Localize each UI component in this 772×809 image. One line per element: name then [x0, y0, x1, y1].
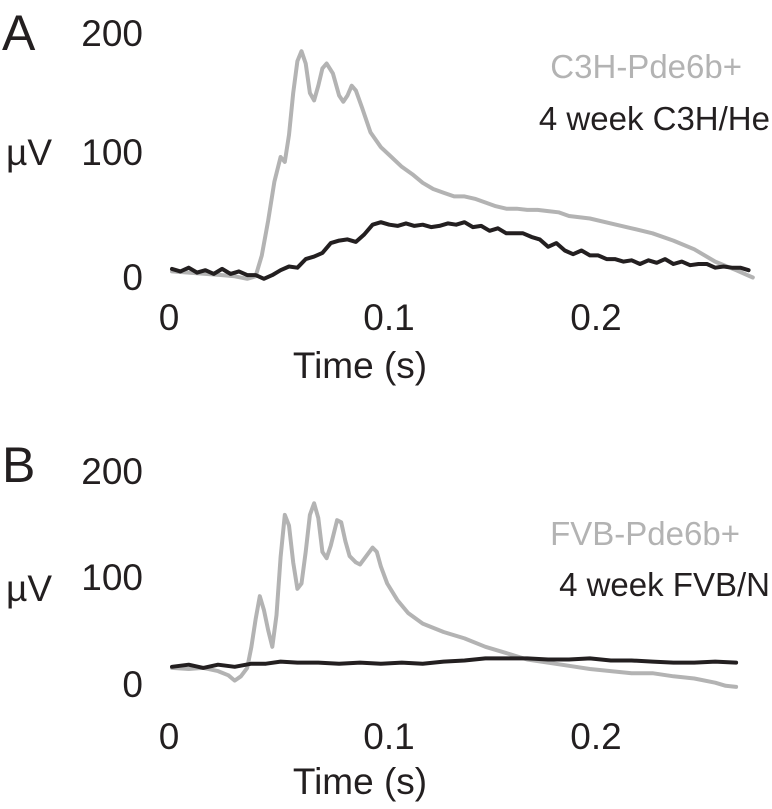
x-axis-label: Time (s)	[293, 345, 427, 386]
y-axis-label: µV	[6, 568, 52, 609]
x-tick-label: 0.1	[363, 716, 414, 757]
legend-entry-fvb-pde6b: FVB-Pde6b+	[550, 515, 740, 552]
series-line-pde6b-rescued	[170, 49, 755, 281]
panel-letter: B	[2, 437, 35, 493]
x-tick-label: 0	[159, 297, 180, 338]
series-line-mutant	[170, 656, 739, 670]
x-tick-label: 0.1	[363, 297, 414, 338]
y-tick-label: 100	[81, 132, 143, 173]
y-tick-label: 100	[81, 557, 143, 598]
x-axis-label: Time (s)	[293, 761, 427, 802]
y-tick-label: 200	[81, 451, 143, 492]
series-line-mutant	[170, 220, 751, 281]
y-tick-label: 0	[122, 257, 143, 298]
panel-a: A µV 0 100 200 0 0.1 0.2 Time (s) C3H-Pd…	[2, 5, 770, 386]
series-line-pde6b-rescued	[170, 501, 739, 689]
x-tick-label: 0	[159, 716, 180, 757]
y-tick-label: 0	[122, 664, 143, 705]
series-layer	[170, 49, 755, 281]
panel-letter: A	[2, 5, 36, 61]
x-tick-label: 0.2	[570, 716, 621, 757]
panel-b: B µV 0 100 200 0 0.1 0.2 Time (s) FVB-Pd…	[2, 437, 770, 802]
x-tick-label: 0.2	[570, 297, 621, 338]
y-tick-label: 200	[81, 13, 143, 54]
series-layer	[170, 501, 739, 689]
legend-entry-c3h-he: 4 week C3H/He	[539, 100, 770, 137]
y-axis-label: µV	[6, 132, 52, 173]
legend-entry-c3h-pde6b: C3H-Pde6b+	[550, 48, 742, 85]
legend-entry-fvb-n: 4 week FVB/N	[559, 566, 770, 603]
